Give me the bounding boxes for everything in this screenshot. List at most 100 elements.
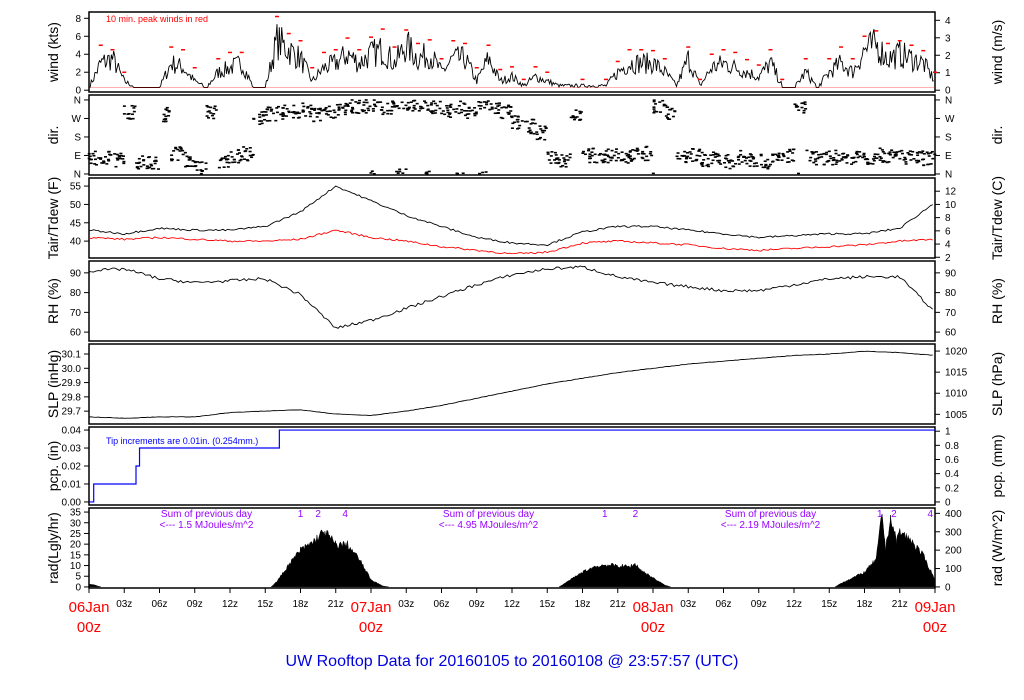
x-day-sub-label: 00z <box>359 619 383 636</box>
x-hour-label: 09z <box>751 599 767 610</box>
x-day-label: 06Jan <box>69 599 110 616</box>
rad-left-axis-label: rad(Lgly/hr) <box>45 512 61 584</box>
x-hour-label: 12z <box>786 599 802 610</box>
dir-right-axis-label: dir. <box>989 126 1005 145</box>
x-hour-label: 03z <box>398 599 414 610</box>
pcp-right-tick-label: 0.2 <box>945 483 959 494</box>
wind-right-tick-label: 1 <box>945 68 951 79</box>
x-day-sub-label: 00z <box>641 619 665 636</box>
rad-sum-note-value: <--- 2.19 MJoules/m^2 <box>721 520 821 531</box>
x-hour-label: 18z <box>574 599 590 610</box>
rad-sum-note-title: Sum of previous day <box>443 509 534 520</box>
x-hour-label: 09z <box>469 599 485 610</box>
slp-left-tick-label: 30.1 <box>62 350 82 361</box>
slp-left-tick-label: 30.0 <box>62 364 82 375</box>
rh-left-axis-label: RH (%) <box>45 278 61 324</box>
slp-left-tick-label: 29.9 <box>62 378 82 389</box>
tair-line <box>88 185 933 247</box>
rh-right-tick-label: 80 <box>945 288 957 299</box>
x-hour-label: 09z <box>187 599 203 610</box>
wind-speed-line <box>88 24 934 89</box>
rh-right-tick-label: 70 <box>945 308 957 319</box>
x-hour-label: 12z <box>222 599 238 610</box>
radiation-area <box>834 513 936 588</box>
radiation-area <box>88 584 102 588</box>
dir-right-tick-label: W <box>945 114 955 125</box>
x-hour-label: 21z <box>892 599 908 610</box>
temp-left-axis-label: Tair/Tdew (F) <box>45 177 61 259</box>
x-day-sub-label: 00z <box>77 619 101 636</box>
temp-left-tick-label: 55 <box>70 182 82 193</box>
temp-left-tick-label: 45 <box>70 218 82 229</box>
rad-marker: 2 <box>891 509 897 520</box>
wind-left-tick-label: 8 <box>75 14 81 25</box>
x-hour-label: 12z <box>504 599 520 610</box>
wind-right-tick-label: 0 <box>945 86 951 97</box>
slp-line <box>88 350 933 419</box>
rad-left-tick-label: 20 <box>70 540 82 551</box>
wind-right-tick-label: 3 <box>945 33 951 44</box>
temp-right-tick-label: 8 <box>945 213 951 224</box>
tdew-line <box>88 229 933 255</box>
slp-panel-frame <box>88 343 936 425</box>
radiation-area <box>270 529 389 588</box>
rad-right-tick-label: 400 <box>945 509 962 520</box>
x-day-label: 09Jan <box>915 599 956 616</box>
pcp-left-tick-label: 0.04 <box>62 426 82 437</box>
wind-right-tick-label: 2 <box>945 51 951 62</box>
pcp-accumulation-line <box>89 429 935 503</box>
x-hour-label: 21z <box>328 599 344 610</box>
x-hour-label: 15z <box>539 599 555 610</box>
pcp-right-axis-label: pcp. (mm) <box>989 435 1005 498</box>
rh-left-tick-label: 60 <box>70 328 82 339</box>
temp-left-tick-label: 50 <box>70 200 82 211</box>
dir-panel-frame <box>88 94 936 176</box>
temp-left-tick-label: 40 <box>70 237 82 248</box>
rad-left-tick-label: 0 <box>75 582 81 593</box>
rad-right-tick-label: 200 <box>945 546 962 557</box>
temp-right-tick-label: 4 <box>945 240 951 251</box>
rad-sum-note-title: Sum of previous day <box>725 509 816 520</box>
pcp-tip-note: Tip increments are 0.01in. (0.254mm.) <box>106 436 258 446</box>
temp-right-tick-label: 6 <box>945 226 951 237</box>
rad-marker: 2 <box>315 509 321 520</box>
rh-line <box>88 265 934 329</box>
rad-right-axis-label: rad (W/m^2) <box>989 510 1005 587</box>
wind-right-tick-label: 4 <box>945 16 951 27</box>
rh-right-tick-label: 60 <box>945 328 957 339</box>
dir-left-tick-label: N <box>74 95 81 106</box>
rad-right-tick-label: 0 <box>945 582 951 593</box>
slp-left-tick-label: 29.7 <box>62 407 82 418</box>
dir-left-tick-label: W <box>72 114 82 125</box>
rh-right-tick-label: 90 <box>945 268 957 279</box>
slp-right-tick-label: 1020 <box>945 347 968 358</box>
slp-left-axis-label: SLP (inHg) <box>45 350 61 418</box>
dir-right-tick-label: N <box>945 95 952 106</box>
temp-panel-frame <box>88 177 936 259</box>
rad-left-tick-label: 35 <box>70 508 82 519</box>
dir-left-axis-label: dir. <box>45 126 61 145</box>
rad-left-tick-label: 10 <box>70 561 82 572</box>
pcp-left-tick-label: 0.03 <box>62 444 82 455</box>
dir-left-tick-label: N <box>74 169 81 180</box>
rad-marker: 1 <box>877 509 883 520</box>
pcp-right-tick-label: 0.8 <box>945 441 959 452</box>
x-hour-label: 15z <box>821 599 837 610</box>
pcp-left-tick-label: 0.01 <box>62 479 82 490</box>
dir-right-tick-label: E <box>945 151 952 162</box>
rh-left-tick-label: 80 <box>70 288 82 299</box>
x-hour-label: 03z <box>680 599 696 610</box>
x-day-label: 07Jan <box>351 599 392 616</box>
wind-left-tick-label: 6 <box>75 32 81 43</box>
rad-left-tick-label: 5 <box>75 572 81 583</box>
rh-left-tick-label: 90 <box>70 268 82 279</box>
rad-sum-note-title: Sum of previous day <box>161 509 252 520</box>
slp-right-tick-label: 1005 <box>945 410 968 421</box>
slp-right-axis-label: SLP (hPa) <box>989 352 1005 416</box>
pcp-right-tick-label: 0.4 <box>945 469 959 480</box>
rh-left-tick-label: 70 <box>70 308 82 319</box>
rad-left-tick-label: 30 <box>70 518 82 529</box>
dir-left-tick-label: S <box>74 132 81 143</box>
